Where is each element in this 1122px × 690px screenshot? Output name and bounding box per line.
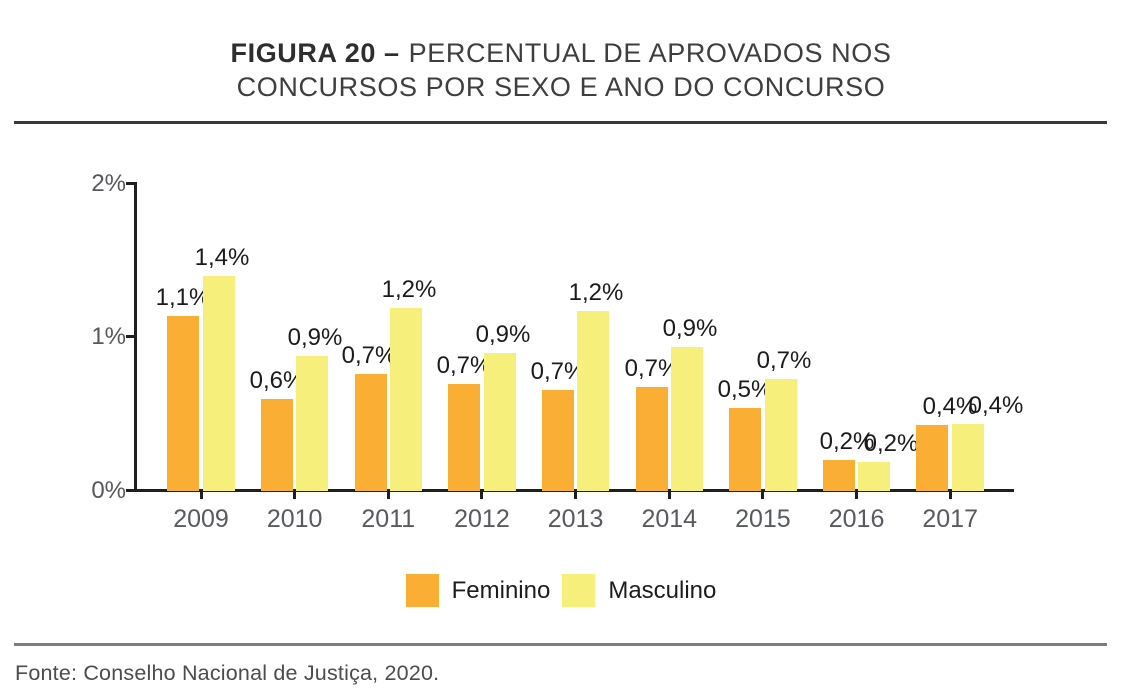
legend-item-masculino: Masculino — [562, 573, 717, 607]
bar-masculino-2014 — [671, 347, 703, 491]
bar-feminino-2014 — [636, 387, 668, 491]
x-tick-2011 — [386, 492, 390, 499]
x-axis-label-2013: 2013 — [547, 505, 604, 533]
figure-title-text-1: PERCENTUAL DE APROVADOS NOS — [408, 38, 892, 68]
bar-label-masculino-2010: 0,9% — [287, 324, 343, 351]
x-tick-2012 — [480, 492, 484, 499]
figure-title: FIGURA 20 – PERCENTUAL DE APROVADOS NOS C… — [0, 36, 1122, 104]
figure-title-line1: FIGURA 20 – PERCENTUAL DE APROVADOS NOS — [0, 36, 1122, 70]
x-tick-2014 — [667, 492, 671, 499]
bar-label-feminino-2011: 0,7% — [341, 342, 397, 369]
bar-feminino-2016 — [823, 460, 855, 491]
bar-label-feminino-2017: 0,4% — [922, 393, 978, 420]
top-divider — [14, 121, 1107, 124]
x-axis — [134, 489, 1014, 492]
x-tick-2016 — [855, 492, 859, 499]
bar-label-masculino-2016: 0,2% — [863, 430, 919, 457]
x-tick-2015 — [761, 492, 765, 499]
legend-label-masculino: Masculino — [608, 576, 717, 604]
x-tick-2017 — [948, 492, 952, 499]
bar-masculino-2012 — [484, 353, 516, 491]
y-axis-label-2%: 2% — [91, 169, 126, 197]
bar-feminino-2017 — [916, 425, 948, 491]
x-tick-2013 — [574, 492, 578, 499]
figure-title-number: FIGURA 20 – — [230, 38, 400, 68]
y-axis-label-1%: 1% — [91, 322, 126, 350]
x-axis-label-2014: 2014 — [641, 505, 698, 533]
bottom-divider — [14, 643, 1107, 646]
x-axis-label-2011: 2011 — [361, 505, 416, 533]
bar-label-feminino-2012: 0,7% — [436, 352, 492, 379]
bar-masculino-2017 — [952, 424, 984, 491]
bar-label-feminino-2009: 1,1% — [155, 284, 211, 311]
legend-item-feminino: Feminino — [405, 573, 551, 607]
y-tick-2% — [126, 182, 134, 185]
legend-swatch-feminino — [405, 573, 439, 607]
bar-label-masculino-2017: 0,4% — [968, 392, 1024, 419]
bar-label-masculino-2014: 0,9% — [662, 315, 718, 342]
bar-masculino-2010 — [296, 356, 328, 491]
bar-feminino-2011 — [355, 374, 387, 491]
y-axis — [134, 182, 137, 492]
bar-label-feminino-2013: 0,7% — [530, 358, 586, 385]
bar-masculino-2009 — [203, 276, 235, 491]
x-axis-label-2010: 2010 — [266, 505, 323, 533]
x-axis-label-2017: 2017 — [922, 505, 978, 533]
x-axis-label-2015: 2015 — [735, 505, 791, 533]
bar-masculino-2016 — [858, 462, 890, 491]
bar-masculino-2013 — [577, 311, 609, 491]
bar-label-feminino-2015: 0,5% — [717, 376, 773, 403]
legend: Feminino Masculino — [0, 573, 1122, 607]
bar-label-masculino-2013: 1,2% — [568, 279, 624, 306]
bar-label-masculino-2011: 1,2% — [381, 276, 437, 303]
y-tick-0% — [126, 489, 134, 492]
bar-label-feminino-2016: 0,2% — [819, 428, 875, 455]
bar-label-feminino-2010: 0,6% — [249, 367, 305, 394]
bar-label-masculino-2012: 0,9% — [475, 321, 531, 348]
bar-label-masculino-2015: 0,7% — [756, 347, 812, 374]
legend-swatch-masculino — [562, 573, 596, 607]
x-axis-label-2009: 2009 — [173, 505, 229, 533]
bar-label-masculino-2009: 1,4% — [194, 244, 250, 271]
bar-feminino-2012 — [448, 384, 480, 491]
bar-feminino-2010 — [261, 399, 293, 491]
y-tick-1% — [126, 335, 134, 338]
x-tick-2010 — [293, 492, 297, 499]
bar-masculino-2015 — [765, 379, 797, 491]
x-tick-2009 — [199, 492, 203, 499]
y-axis-label-0%: 0% — [91, 476, 126, 504]
x-axis-label-2016: 2016 — [828, 505, 885, 533]
bar-label-feminino-2014: 0,7% — [624, 355, 680, 382]
legend-label-feminino: Feminino — [451, 576, 551, 604]
bar-masculino-2011 — [390, 308, 422, 491]
figure-title-line2: CONCURSOS POR SEXO E ANO DO CONCURSO — [236, 72, 886, 102]
bar-feminino-2009 — [167, 316, 199, 491]
x-axis-label-2012: 2012 — [454, 505, 510, 533]
source-caption: Fonte: Conselho Nacional de Justiça, 202… — [15, 661, 440, 685]
bar-feminino-2015 — [729, 408, 761, 491]
bar-feminino-2013 — [542, 390, 574, 491]
